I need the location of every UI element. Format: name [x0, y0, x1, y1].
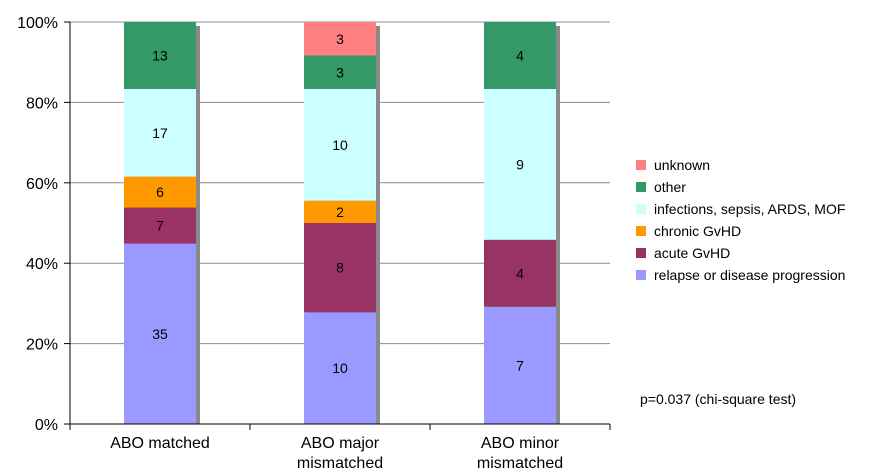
bar-segment-label: 6	[156, 184, 164, 200]
legend-swatch	[636, 248, 646, 258]
y-tick-label: 80%	[26, 95, 58, 112]
bar-segment-label: 10	[332, 360, 348, 376]
bar-segment	[484, 22, 556, 89]
annotation-p-value: p=0.037 (chi-square test)	[640, 391, 796, 407]
bar-segment-label: 17	[152, 125, 168, 141]
bar-segment-label: 10	[332, 137, 348, 153]
x-category-label-line: ABO matched	[110, 435, 210, 452]
legend-swatch	[636, 204, 646, 214]
bar-segment	[124, 89, 196, 177]
axes	[69, 22, 611, 430]
bar-segment	[304, 312, 376, 424]
y-tick-label: 0%	[35, 417, 58, 434]
bar-segment	[124, 243, 196, 424]
x-category-label-line: ABO minor	[481, 435, 560, 452]
bar-segment	[124, 22, 196, 89]
x-category-label-line: ABO major	[301, 435, 380, 452]
bar-segment-label: 35	[152, 326, 168, 342]
bar-segment-label: 13	[152, 48, 168, 64]
y-tick-label: 40%	[26, 256, 58, 273]
bar-segment-label: 4	[516, 265, 524, 281]
bar-segment	[304, 55, 376, 89]
legend-swatch	[636, 160, 646, 170]
bar-segment-label: 4	[516, 48, 524, 64]
y-tick-label: 60%	[26, 176, 58, 193]
y-tick-label: 100%	[17, 15, 58, 32]
x-category-label-line: mismatched	[297, 455, 383, 472]
legend-swatch	[636, 226, 646, 236]
bar-segment	[124, 207, 196, 244]
bar-segment	[484, 306, 556, 424]
legend-label: infections, sepsis, ARDS, MOF	[654, 201, 845, 217]
bar-segment-label: 9	[516, 156, 524, 172]
y-tick-label: 20%	[26, 337, 58, 354]
bar-segment	[484, 239, 556, 307]
bar-segment	[484, 89, 556, 240]
bar-segment	[304, 22, 376, 56]
x-category-label-line: mismatched	[477, 455, 563, 472]
bar-segment-label: 3	[336, 64, 344, 80]
bar-segment-label: 7	[516, 357, 524, 373]
legend-label: unknown	[654, 157, 710, 173]
bar-segment	[304, 223, 376, 313]
bar-segment-label: 8	[336, 260, 344, 276]
bar-segment-label: 2	[336, 204, 344, 220]
bars: 35 7 6 17 13 10 8 2 10 3 3 7 4 9 4	[124, 22, 560, 424]
legend-swatch	[636, 182, 646, 192]
x-category-label: ABO major mismatched	[297, 435, 383, 472]
bar-segment-label: 3	[336, 31, 344, 47]
legend: unknown other infections, sepsis, ARDS, MO…	[636, 157, 845, 283]
y-axis-ticks: 0% 20% 40% 60% 80% 100%	[17, 15, 70, 434]
legend-label: acute GvHD	[654, 245, 730, 261]
bar-segment-label: 7	[156, 218, 164, 234]
x-axis-categories: ABO matched ABO major mismatched ABO minor m…	[110, 435, 563, 472]
bar-segment	[124, 176, 196, 208]
legend-label: other	[654, 179, 686, 195]
legend-label: chronic GvHD	[654, 223, 741, 239]
bar-segment	[304, 89, 376, 201]
bar-segment	[304, 200, 376, 223]
legend-label: relapse or disease progression	[654, 267, 845, 283]
x-category-label: ABO matched	[110, 435, 210, 452]
legend-swatch	[636, 270, 646, 280]
x-category-label: ABO minor mismatched	[477, 435, 563, 472]
